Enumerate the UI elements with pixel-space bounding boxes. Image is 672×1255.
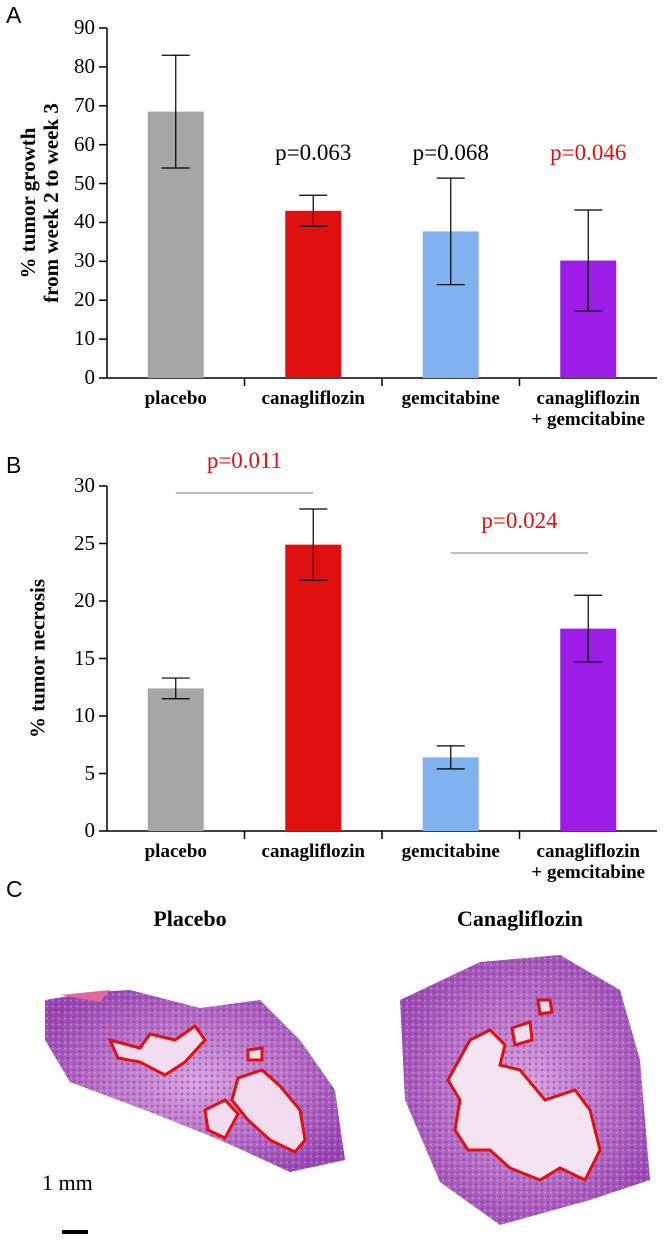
error-bar bbox=[299, 194, 328, 227]
y-tick-label: 30 bbox=[74, 248, 95, 273]
scale-bar bbox=[62, 1230, 88, 1234]
p-value-annotation: p=0.068 bbox=[412, 140, 489, 165]
y-tick-label: 70 bbox=[74, 92, 95, 117]
x-tick-label: gemcitabine bbox=[401, 388, 500, 409]
y-tick-label: 80 bbox=[74, 53, 95, 78]
panel-label: B bbox=[6, 452, 22, 478]
error-bar bbox=[436, 745, 465, 770]
error-bar bbox=[299, 508, 328, 581]
y-axis-label: % tumor necrosis bbox=[25, 578, 50, 738]
x-tick-label: placebo bbox=[144, 841, 207, 862]
x-tick-label: canagliflozin + gemcitabine bbox=[531, 841, 646, 883]
y-axis-label: % tumor growth from week 2 to week 3 bbox=[16, 103, 63, 303]
y-tick-label: 20 bbox=[74, 588, 95, 612]
x-tick-label: gemcitabine bbox=[401, 841, 500, 862]
y-tick-label: 5 bbox=[84, 760, 96, 785]
error-bar bbox=[436, 177, 465, 286]
y-tick-label: 20 bbox=[74, 287, 95, 312]
x-tick-label: placebo bbox=[144, 388, 207, 409]
histology-title: Canagliflozin bbox=[457, 906, 583, 931]
x-tick-label: canagliflozin bbox=[261, 388, 365, 409]
error-bar bbox=[161, 54, 190, 169]
bar bbox=[422, 757, 479, 831]
panel-label: A bbox=[6, 2, 22, 28]
histology-canagliflozin bbox=[400, 955, 650, 1225]
y-tick-label: 60 bbox=[74, 131, 95, 156]
p-value-annotation: p=0.046 bbox=[550, 140, 627, 165]
error-bar bbox=[161, 677, 190, 700]
y-tick-label: 0 bbox=[84, 365, 96, 389]
scale-bar-label: 1 mm bbox=[42, 1170, 93, 1195]
p-value-annotation: p=0.024 bbox=[481, 508, 558, 533]
y-tick-label: 10 bbox=[74, 703, 95, 727]
error-bar bbox=[574, 594, 603, 663]
p-value-annotation: p=0.063 bbox=[275, 140, 352, 165]
y-tick-label: 30 bbox=[74, 473, 95, 497]
y-tick-label: 0 bbox=[84, 818, 96, 842]
x-tick-label: canagliflozin bbox=[261, 841, 365, 862]
error-bar bbox=[574, 209, 603, 312]
bar bbox=[285, 544, 342, 831]
p-value-annotation: p=0.011 bbox=[206, 448, 283, 473]
y-tick-label: 15 bbox=[74, 645, 95, 670]
y-tick-label: 10 bbox=[74, 326, 95, 351]
histology-placebo bbox=[45, 990, 345, 1172]
y-tick-label: 50 bbox=[74, 170, 95, 195]
y-tick-label: 90 bbox=[74, 15, 95, 39]
panel-label: C bbox=[6, 876, 23, 902]
histology-title: Placebo bbox=[153, 906, 227, 931]
bar bbox=[285, 210, 342, 378]
y-tick-label: 25 bbox=[74, 530, 95, 555]
x-tick-label: canagliflozin + gemcitabine bbox=[531, 388, 646, 430]
y-tick-label: 40 bbox=[74, 209, 95, 234]
bar bbox=[147, 688, 204, 831]
